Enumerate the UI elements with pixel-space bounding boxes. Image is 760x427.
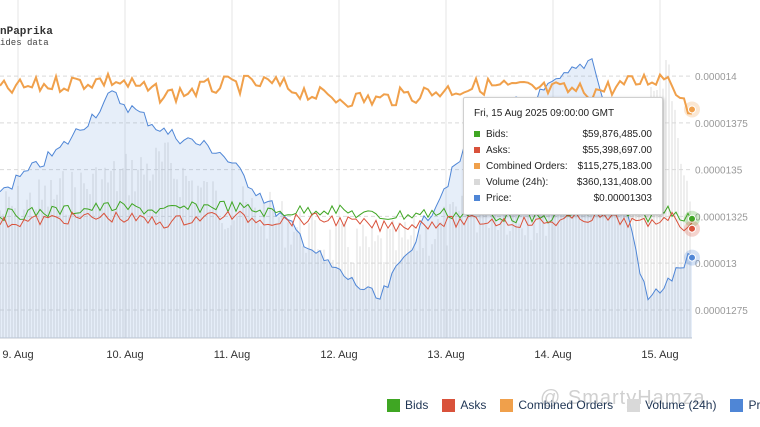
legend-item-combined-orders[interactable]: Combined Orders xyxy=(500,398,613,412)
legend-swatch xyxy=(387,398,400,412)
y-tick-label: 0.00001375 xyxy=(695,119,748,130)
tooltip-label: Price: xyxy=(486,192,512,204)
tooltip-row: Combined Orders: $115,275,183.00 xyxy=(474,158,652,174)
legend-swatch xyxy=(730,398,744,412)
y-tick-label: 0.00001325 xyxy=(695,212,748,223)
hover-point xyxy=(688,253,696,262)
legend-label: Bids xyxy=(405,398,429,412)
y-axis-labels: 0.000014 0.00001375 0.0000135 0.00001325 0.0… xyxy=(695,72,748,317)
legend-label: Price xyxy=(748,398,760,412)
legend-item-price[interactable]: Price xyxy=(730,398,760,412)
brand-name: nPaprika xyxy=(0,26,53,38)
tooltip-row: Asks: $55,398,697.00 xyxy=(474,142,652,158)
y-tick-label: 0.0000135 xyxy=(695,166,743,177)
combined-orders-line xyxy=(0,71,693,115)
watermark: @ SmartyHamza xyxy=(540,387,706,409)
x-tick-label: 12. Aug xyxy=(320,349,357,361)
brand-block: nPaprika ides data xyxy=(0,26,53,49)
x-tick-label: 14. Aug xyxy=(534,349,571,361)
tooltip-row: Volume (24h): $360,131,408.00 xyxy=(474,174,652,190)
tooltip-swatch-asks xyxy=(474,147,480,153)
tooltip-swatch-bids xyxy=(474,131,480,137)
tooltip-swatch-price xyxy=(474,195,480,201)
tooltip-header: Fri, 15 Aug 2025 09:00:00 GMT xyxy=(474,108,615,119)
tooltip-value: $55,398,697.00 xyxy=(582,144,652,156)
tooltip-swatch-volume xyxy=(474,179,480,185)
tooltip-label: Bids: xyxy=(486,128,509,140)
x-tick-label: 9. Aug xyxy=(2,349,33,361)
legend-swatch xyxy=(500,398,514,412)
x-tick-label: 13. Aug xyxy=(427,349,464,361)
hover-markers xyxy=(684,101,700,266)
legend-item-bids[interactable]: Bids xyxy=(387,398,428,412)
tooltip-label: Combined Orders: xyxy=(486,160,568,172)
tooltip-value: $360,131,408.00 xyxy=(576,176,652,188)
chart-tooltip: Fri, 15 Aug 2025 09:00:00 GMT Bids: $59,… xyxy=(463,97,663,215)
hover-point xyxy=(688,214,696,223)
y-tick-label: 0.000014 xyxy=(695,72,737,83)
tooltip-label: Asks: xyxy=(486,144,511,156)
x-tick-label: 10. Aug xyxy=(106,349,143,361)
tooltip-value: $59,876,485.00 xyxy=(582,128,652,140)
legend-swatch xyxy=(627,398,641,412)
legend-label: Combined Orders xyxy=(518,398,614,412)
price-line xyxy=(0,57,693,301)
tooltip-value: $115,275,183.00 xyxy=(577,160,652,172)
hover-point xyxy=(688,224,696,233)
legend-label: Asks xyxy=(460,398,487,412)
tooltip-label: Volume (24h): xyxy=(486,176,549,188)
legend-item-volume[interactable]: Volume (24h) xyxy=(627,398,716,412)
tooltip-swatch-combined xyxy=(474,163,480,169)
x-tick-label: 15. Aug xyxy=(641,349,678,361)
x-axis-labels: 9. Aug 10. Aug 11. Aug 12. Aug 13. Aug 14. Au… xyxy=(2,349,678,361)
brand-subtitle: ides data xyxy=(0,38,49,48)
legend-item-asks[interactable]: Asks xyxy=(442,398,486,412)
tooltip-row: Price: $0.00001303 xyxy=(474,190,652,206)
tooltip-row: Bids: $59,876,485.00 xyxy=(474,126,652,142)
y-tick-label: 0.00001275 xyxy=(695,306,748,317)
y-tick-label: 0.000013 xyxy=(695,259,737,270)
legend-label: Volume (24h) xyxy=(645,398,717,412)
tooltip-value: $0.00001303 xyxy=(593,192,652,204)
legend-swatch xyxy=(442,398,456,412)
x-tick-label: 11. Aug xyxy=(214,349,251,361)
hover-point xyxy=(688,105,696,114)
chart-legend: Bids Asks Combined Orders Volume (24h) P… xyxy=(387,398,760,412)
